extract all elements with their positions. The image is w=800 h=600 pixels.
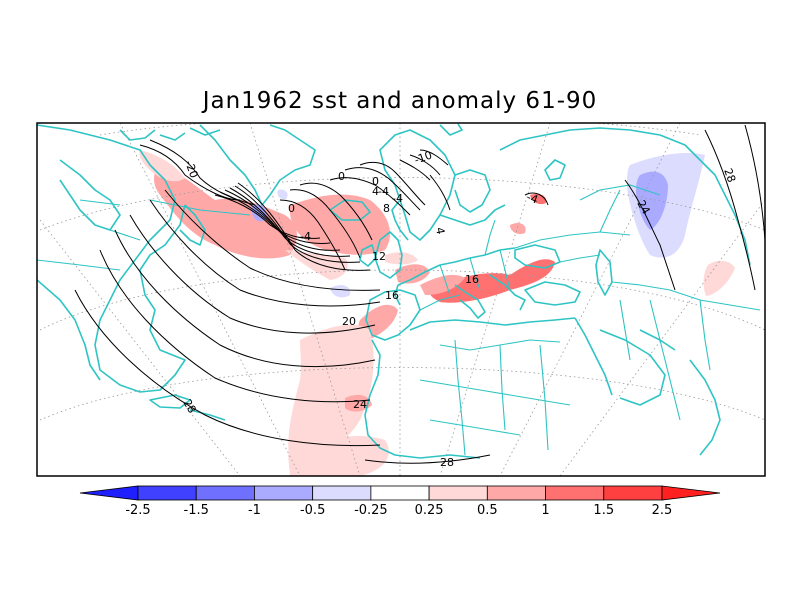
anomaly-positive-black-sea (510, 222, 526, 235)
colorbar-tick-label: -0.5 (300, 503, 325, 518)
anomaly-negative-small (277, 189, 288, 200)
coast-western-europe (397, 247, 516, 286)
coast-balkans (489, 274, 526, 311)
coast-cuba (149, 394, 191, 409)
coast-france-bay (394, 284, 401, 306)
coast-baltic (439, 204, 506, 226)
colorbar-swatch (254, 485, 314, 501)
contour-label: 24 (353, 398, 367, 411)
colorbar-swatch (370, 485, 430, 501)
coastlines (37, 123, 751, 459)
coast-caribbean (189, 409, 226, 421)
contour-label: -4 (378, 185, 389, 198)
coast-persian-gulf (639, 329, 676, 351)
coast-novaya (544, 159, 566, 181)
coast-iberia (365, 289, 421, 341)
coast-med-africa (409, 317, 576, 331)
contour-label: 24 (634, 198, 652, 217)
coast-siberia (659, 134, 751, 266)
colorbar-tick-label: -1 (248, 503, 261, 518)
contour-label: 0 (288, 202, 295, 215)
coast-hudson (59, 159, 121, 231)
colorbar-arrow-high (661, 485, 721, 501)
coast-scandinavia (379, 129, 456, 241)
coast-mexico (37, 279, 101, 381)
contour-label: -20 (182, 159, 200, 180)
coast-turkey (524, 281, 581, 306)
coast-north-america (37, 124, 186, 393)
contour-label: 4 (372, 185, 379, 198)
anomaly-positive-east (703, 260, 735, 296)
coast-canada-islands (119, 127, 221, 141)
anomaly-negative-pacific (636, 171, 668, 230)
contour-label: 28 (721, 167, 738, 185)
contour-label: 0 (338, 170, 345, 183)
anomaly-shading (139, 150, 735, 476)
anomaly-positive-nw-atlantic (154, 165, 297, 259)
contour-label: 4 (433, 226, 447, 235)
anomaly-positive-med-faint (420, 274, 465, 295)
anomaly-positive-mediterranean (429, 259, 555, 303)
anomaly-positive-atlantic-south (288, 324, 374, 462)
colorbar-swatch (486, 485, 546, 501)
coast-italy (454, 284, 486, 319)
contour-label: 12 (372, 250, 386, 263)
contour-label: 0 (372, 175, 379, 188)
colorbar: -2.5 -1.5 -1 -0.5 -0.25 0.25 0.5 1 1.5 2.5 (79, 485, 721, 518)
contour-label: 16 (385, 289, 399, 302)
contour-label: 16 (465, 273, 479, 286)
anomaly-positive-central-faint (285, 250, 348, 280)
anomaly-negative-atlantic (330, 285, 351, 298)
contour-label: -4 (300, 230, 311, 243)
contour-label: -4 (525, 191, 540, 207)
coast-svalbard (439, 123, 463, 136)
colorbar-tick-label: -2.5 (125, 503, 150, 518)
contour-labels: -20 0 -4 0 4 -4 8 -4 0 12 16 20 24 28 24… (180, 148, 738, 469)
contour-label: -4 (392, 192, 403, 205)
colorbar-tick-label: -1.5 (184, 503, 209, 518)
colorbar-tick-label: 0.25 (415, 503, 444, 518)
coast-caspian (595, 249, 613, 296)
contour-label: 20 (342, 315, 356, 328)
colorbar-arrow-low (79, 485, 139, 501)
contour-label: 28 (440, 456, 454, 469)
colorbar-swatch (137, 485, 197, 501)
anomaly-positive-central (289, 194, 390, 255)
country-borders (37, 184, 761, 456)
colorbar-tick-label: 2.5 (652, 503, 673, 518)
coast-arctic-russia (499, 127, 661, 151)
colorbar-tick-label: 1.5 (593, 503, 614, 518)
coast-norway-fjords (391, 199, 409, 241)
coast-north-africa (364, 339, 481, 459)
colorbar-tick-label: 0.5 (477, 503, 498, 518)
coast-nova-scotia (179, 204, 206, 246)
anomaly-positive-nw-faint (139, 150, 185, 182)
contour-label: -10 (413, 148, 434, 166)
anomaly-positive-north-sea (395, 264, 430, 284)
coast-britain (374, 231, 403, 279)
map-title: Jan1962 sst and anomaly 61-90 (202, 88, 598, 114)
colorbar-swatch (603, 485, 663, 501)
anomaly-positive-canary (345, 394, 372, 412)
coast-black-sea (514, 244, 561, 269)
colorbar-tick-label: 1 (541, 503, 549, 518)
colorbar-tick-label: -0.25 (354, 503, 388, 518)
coast-red-sea (574, 317, 613, 396)
coast-ireland (359, 244, 377, 267)
colorbar-swatch (545, 485, 605, 501)
graticule (39, 123, 765, 476)
colorbar-swatch (312, 485, 372, 501)
contour-label: 8 (383, 202, 390, 215)
colorbar-swatch (195, 485, 255, 501)
contour-label: 28 (180, 397, 198, 416)
coast-india (689, 359, 721, 456)
map-frame (36, 122, 766, 477)
coast-finland (454, 169, 491, 213)
coast-greenland (199, 124, 316, 206)
colorbar-swatch (428, 485, 488, 501)
coast-arabia (599, 329, 666, 406)
sst-contours (74, 124, 765, 464)
